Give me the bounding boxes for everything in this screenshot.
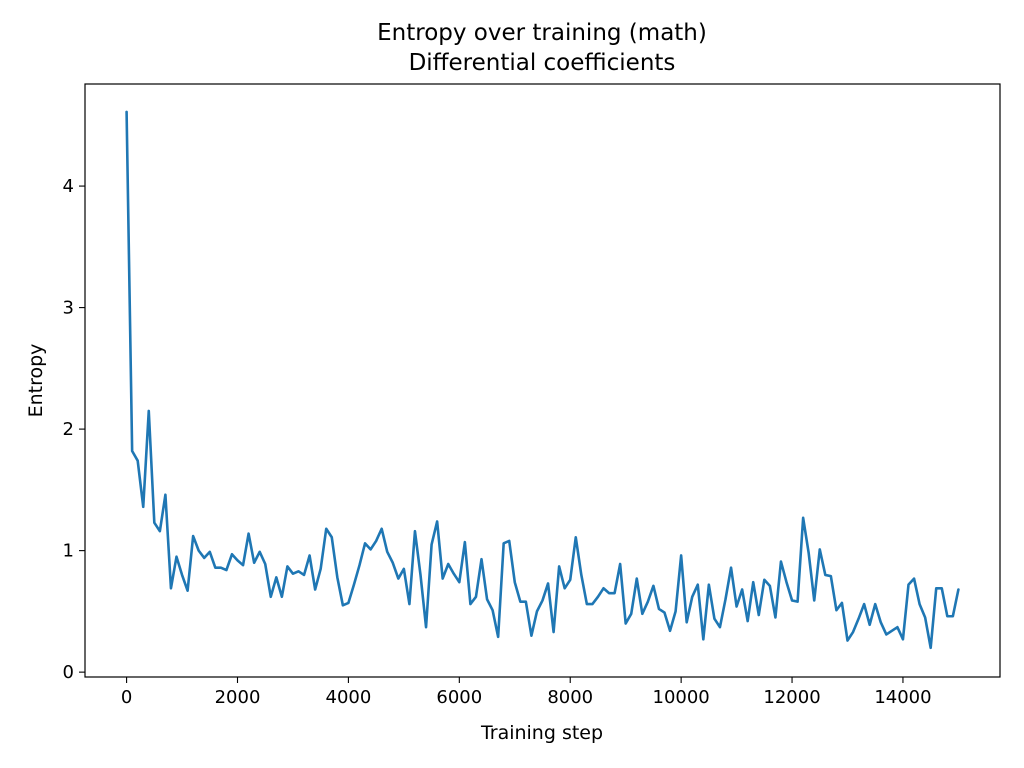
y-tick-label: 0 [63, 662, 74, 683]
y-tick-label: 4 [63, 176, 74, 197]
x-tick-label: 6000 [436, 687, 482, 708]
x-tick-label: 14000 [874, 687, 931, 708]
axis-ticks: 0 2000 4000 6000 8000 10000 12000 14000 0 1 2 3 4 [63, 176, 932, 708]
y-axis-label: Entropy [25, 344, 47, 418]
data-series [125, 110, 960, 650]
x-tick-label: 10000 [653, 687, 710, 708]
x-tick-label: 4000 [326, 687, 372, 708]
x-axis-label: Training step [480, 722, 603, 744]
x-tick-label: 12000 [763, 687, 820, 708]
y-tick-label: 3 [63, 298, 74, 319]
x-tick-label: 8000 [547, 687, 593, 708]
chart-title: Entropy over training (math) [377, 20, 707, 46]
entropy-series-line [125, 110, 960, 650]
y-tick-label: 2 [63, 419, 74, 440]
chart-subtitle: Differential coefficients [409, 50, 676, 76]
x-tick-label: 0 [121, 687, 132, 708]
plot-frame [84, 83, 1001, 678]
y-tick-label: 1 [63, 541, 74, 562]
x-tick-label: 2000 [215, 687, 261, 708]
